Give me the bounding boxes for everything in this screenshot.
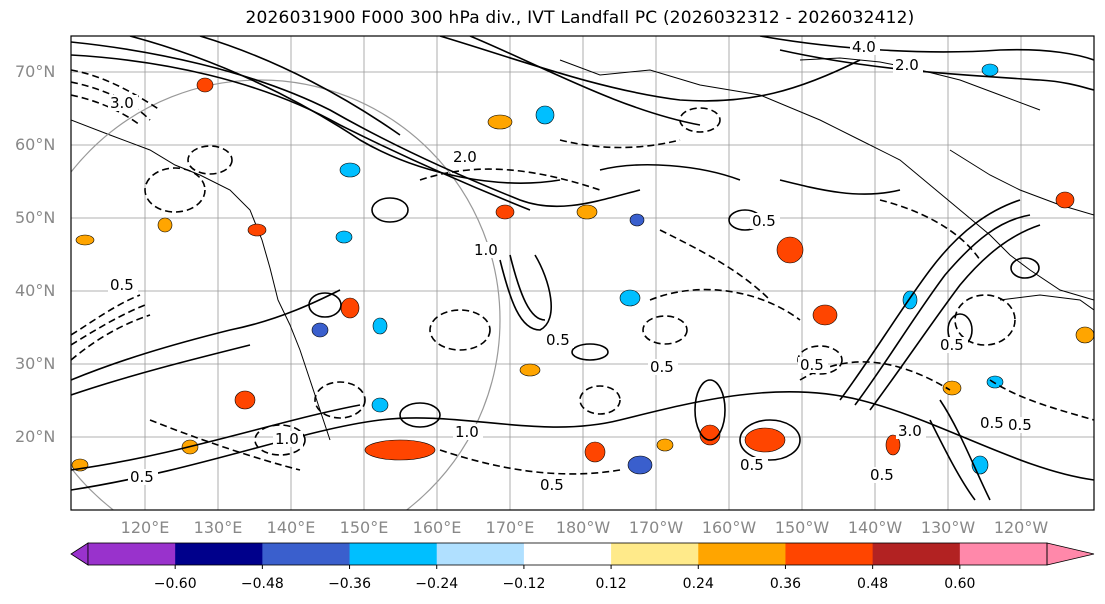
contour-label: 2.0 — [895, 56, 919, 74]
lat-label: 20°N — [15, 427, 56, 446]
lon-label: 120°E — [120, 518, 170, 537]
colorbar-segment — [349, 543, 438, 565]
lon-label: 130°E — [193, 518, 243, 537]
lon-label: 120°W — [993, 518, 1049, 537]
lat-label: 30°N — [15, 354, 56, 373]
colorbar-segment — [611, 543, 699, 565]
colorbar-segment — [785, 543, 874, 565]
contour-label: 0.5 — [940, 336, 964, 354]
contour-label: 0.5 — [546, 331, 570, 349]
colorbar-segment — [523, 543, 612, 565]
colorbar-tick-label: −0.12 — [502, 576, 546, 592]
contour-label: 0.5 — [540, 476, 564, 494]
lon-label: 160°W — [701, 518, 757, 537]
colorbar-tick-label: 0.24 — [682, 576, 714, 592]
colorbar — [70, 542, 1095, 569]
lon-label: 160°E — [412, 518, 462, 537]
reference-circle — [71, 79, 501, 510]
colorbar-segment — [262, 543, 351, 565]
contour-label: 0.5 — [870, 466, 894, 484]
contour-label: 0.5 — [740, 456, 764, 474]
lon-label: 140°E — [266, 518, 316, 537]
lon-label: 170°E — [485, 518, 535, 537]
contour-label: 3.0 — [110, 94, 134, 112]
colorbar-tick-label: 0.48 — [857, 576, 889, 592]
colorbar-extend-max — [1046, 542, 1095, 566]
colorbar-segment — [872, 543, 961, 565]
lat-label: 60°N — [15, 135, 56, 154]
contour-label: 3.0 — [898, 422, 922, 440]
contour-label: 4.0 — [852, 38, 876, 56]
colorbar-segment — [88, 543, 176, 565]
contour-labels: 4.02.03.01.00.50.52.00.51.00.50.50.50.51… — [108, 38, 1036, 494]
lon-label: 180°W — [555, 518, 611, 537]
colorbar-segment — [175, 543, 263, 565]
colorbar-segment — [698, 543, 786, 565]
colorbar-segment — [959, 543, 1048, 565]
lon-label: 130°W — [920, 518, 976, 537]
lon-label: 140°W — [847, 518, 903, 537]
lon-label: 170°W — [628, 518, 684, 537]
contour-label: 0.5 — [980, 414, 1004, 432]
colorbar-tick-label: 0.12 — [595, 576, 627, 592]
map-title: 2026031900 F000 300 hPa div., IVT Landfa… — [245, 8, 915, 28]
map-frame — [70, 35, 1095, 511]
colorbar-tick-label: −0.24 — [415, 576, 459, 592]
colorbar-tick-label: −0.48 — [240, 576, 284, 592]
dashed-contours — [71, 69, 1094, 475]
graticule — [71, 36, 1094, 510]
contour-label: 2.0 — [453, 148, 477, 166]
lat-label: 70°N — [15, 62, 56, 81]
contour-label: 0.5 — [752, 212, 776, 230]
colorbar-extend-min — [70, 542, 89, 566]
colorbar-segment — [436, 543, 525, 565]
lon-label: 150°W — [774, 518, 830, 537]
contour-label: 1.0 — [275, 430, 299, 448]
contour-label: 0.5 — [650, 358, 674, 376]
lon-label: 150°E — [339, 518, 389, 537]
colorbar-tick-label: 0.36 — [769, 576, 802, 592]
contour-label: 0.5 — [800, 356, 824, 374]
lat-label: 40°N — [15, 281, 56, 300]
map-panel: 4.02.03.01.00.50.52.00.51.00.50.50.50.51… — [71, 36, 1094, 510]
colorbar-tick-label: 0.60 — [944, 576, 976, 592]
contour-label: 0.5 — [110, 276, 134, 294]
contour-label: 1.0 — [474, 241, 498, 259]
contour-label: 0.5 — [1008, 416, 1032, 434]
lat-label: 50°N — [15, 208, 56, 227]
colorbar-tick-label: −0.36 — [328, 576, 371, 592]
colorbar-tick-label: −0.60 — [153, 576, 197, 592]
contour-label: 1.0 — [455, 423, 479, 441]
divergence-fill — [71, 63, 1094, 475]
contour-label: 0.5 — [130, 468, 154, 486]
